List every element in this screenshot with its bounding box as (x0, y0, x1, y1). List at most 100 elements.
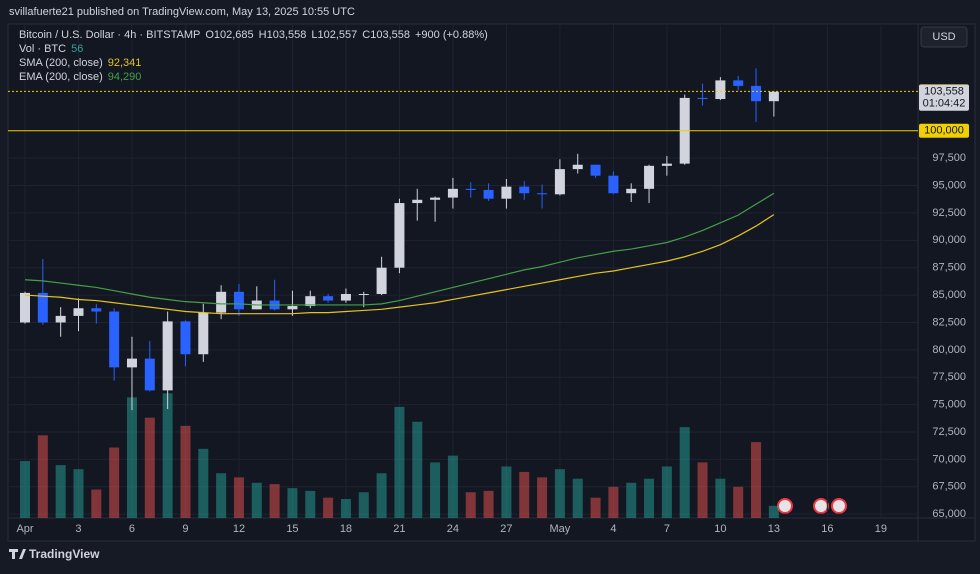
indicator-line (24, 214, 775, 315)
candle-body (144, 358, 155, 391)
event-flags (777, 498, 847, 514)
currency[interactable]: USD (932, 31, 955, 43)
candle-body (768, 91, 779, 102)
volume-bar (465, 492, 476, 518)
volume-bar (305, 490, 316, 518)
indicator-value: 94,290 (108, 71, 142, 83)
symbol: Bitcoin / U.S. Dollar · 4h · BITSTAMP (19, 29, 200, 41)
legend-row: Bitcoin / U.S. Dollar · 4h · BITSTAMP O10… (19, 29, 488, 41)
event-flag[interactable] (813, 498, 829, 514)
candle-body (554, 169, 565, 195)
volume-bar (198, 448, 209, 518)
y-tick-label: 65,000 (932, 508, 966, 520)
x-tick-label: 19 (875, 523, 887, 535)
x-tick-label: 10 (714, 523, 726, 535)
y-tick-label: 75,000 (932, 399, 966, 411)
volume-bar (340, 499, 351, 518)
x-tick-label: 27 (500, 523, 512, 535)
change: +900 (+0.88%) (415, 29, 488, 41)
y-tick-label: 85,000 (932, 289, 966, 301)
y-tick-label: 92,500 (932, 207, 966, 219)
candle-body (162, 321, 173, 391)
y-tick-label: 80,000 (932, 344, 966, 356)
x-tick-label: 18 (340, 523, 352, 535)
candle-body (519, 186, 530, 194)
volume-bar (144, 417, 155, 518)
indicator-value: 92,341 (108, 57, 142, 69)
indicator-name: EMA (200, close) (19, 71, 103, 83)
volume-value: 56 (71, 43, 83, 55)
candle-body (608, 175, 619, 194)
volume-bar (91, 489, 102, 518)
candle-body (572, 164, 583, 170)
x-tick-label: 24 (447, 523, 459, 535)
volume-bar (287, 488, 298, 518)
volume-bar (323, 497, 334, 518)
candle-body (216, 291, 227, 313)
ohlc-high: H103,558 (259, 29, 307, 41)
volume-bar (626, 482, 637, 518)
x-tick-label: 15 (286, 523, 298, 535)
candle-body (20, 292, 30, 323)
candle-body (644, 165, 655, 189)
candle-body (73, 308, 84, 316)
last-price-label: 103,558 (924, 86, 964, 98)
volume-bar (376, 473, 387, 518)
volume-bar (251, 482, 262, 518)
brand: TradingView (29, 547, 100, 561)
volume-bar (430, 462, 441, 518)
candle-body (447, 188, 458, 198)
candle-body (126, 358, 137, 368)
volume-bar (733, 486, 744, 518)
event-flag[interactable] (777, 498, 793, 514)
volume-bar (751, 442, 762, 518)
x-tick-label: 3 (75, 523, 81, 535)
candle-body (751, 85, 762, 102)
y-tick-label: 97,500 (932, 152, 966, 164)
y-tick-label: 87,500 (932, 262, 966, 274)
y-tick-label: 70,000 (932, 453, 966, 465)
volume-bar (447, 455, 458, 518)
x-tick-label: Apr (16, 523, 33, 535)
volume-bars (20, 393, 779, 518)
volume-bar (269, 484, 280, 518)
legend-row: SMA (200, close) 92,341 (19, 57, 141, 69)
volume-bar (679, 427, 690, 518)
volume-bar (661, 466, 672, 518)
volume-bar (412, 421, 423, 518)
volume-bar (37, 435, 48, 518)
volume-bar (572, 478, 583, 518)
volume-bar (537, 477, 548, 518)
candle-body (412, 199, 423, 204)
candle-body (697, 97, 708, 100)
countdown: 01:04:42 (923, 98, 966, 110)
volume-bar (483, 490, 494, 518)
legend-row: EMA (200, close) 94,290 (19, 71, 141, 83)
candle-body (590, 164, 601, 176)
volume-bar (358, 492, 369, 518)
logo-icon (9, 549, 26, 559)
legend-row: Vol · BTC 56 (19, 43, 83, 55)
indicator-line (24, 192, 775, 306)
event-flag[interactable] (831, 498, 847, 514)
candle-body (733, 80, 744, 86)
volume-bar (109, 447, 120, 518)
publisher: svillafuerte21 published on TradingView.… (9, 6, 355, 18)
volume-bar (233, 477, 244, 518)
candle-body (287, 306, 298, 310)
volume-bar (519, 471, 530, 518)
volume-bar (20, 461, 30, 518)
y-tick-label: 72,500 (932, 426, 966, 438)
candle-body (340, 293, 351, 301)
x-tick-label: May (550, 523, 571, 535)
ohlc-open: O102,685 (205, 29, 253, 41)
indicator-name: SMA (200, close) (19, 57, 103, 69)
ohlc-close: C103,558 (362, 29, 410, 41)
volume-bar (394, 406, 405, 518)
candle-body (305, 296, 316, 307)
currency-button[interactable] (920, 26, 968, 48)
volume-bar (715, 478, 726, 518)
x-tick-label: 7 (664, 523, 670, 535)
